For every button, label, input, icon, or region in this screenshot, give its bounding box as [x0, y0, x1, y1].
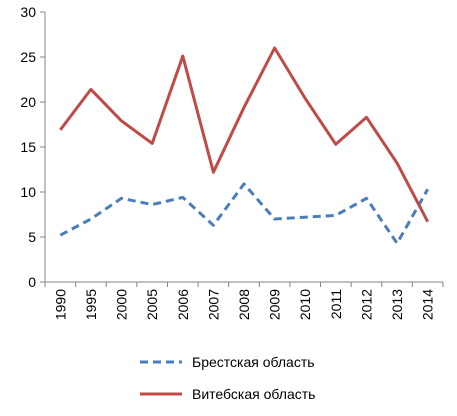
y-tick-label: 20	[20, 94, 36, 110]
y-ticks: 0 5 10 15 20 25 30	[20, 4, 45, 290]
x-tick-label: 2009	[267, 289, 283, 320]
x-ticks: 1990 1995 2000 2005 2006 2007 2008 2009 2010 2011…	[44, 282, 444, 320]
x-tick-label: 2012	[358, 289, 374, 320]
y-tick-label: 5	[28, 229, 36, 245]
x-tick-label: 2007	[205, 289, 221, 320]
y-tick-label: 10	[20, 184, 36, 200]
series-lines	[59, 46, 430, 245]
series-line-vitebsk	[59, 46, 430, 223]
x-tick-label: 1990	[52, 289, 68, 320]
legend-item-brest: Брестская область	[140, 354, 315, 370]
x-tick-label: 2006	[175, 289, 191, 320]
y-tick-label: 30	[20, 4, 36, 20]
axes	[44, 12, 443, 283]
y-tick-label: 15	[20, 139, 36, 155]
legend-label-vitebsk: Витебская область	[192, 386, 315, 402]
x-tick-label: 2011	[328, 289, 344, 319]
x-tick-label: 2000	[114, 289, 130, 320]
legend-item-vitebsk: Витебская область	[140, 386, 315, 402]
series-line-brest	[59, 182, 430, 245]
x-tick-label: 2013	[389, 289, 405, 320]
x-tick-label: 2014	[420, 289, 436, 320]
x-tick-label: 2010	[297, 289, 313, 320]
legend: Брестская область Витебская область	[140, 354, 315, 402]
legend-label-brest: Брестская область	[192, 354, 315, 370]
x-tick-label: 2005	[144, 289, 160, 320]
y-tick-label: 25	[20, 49, 36, 65]
y-tick-label: 0	[28, 274, 36, 290]
x-tick-label: 1995	[83, 289, 99, 320]
x-tick-label: 2008	[236, 289, 252, 320]
